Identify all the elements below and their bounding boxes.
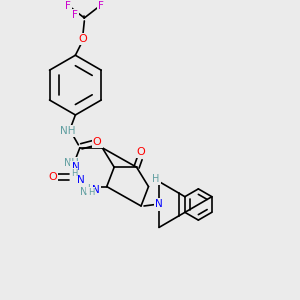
Text: NH: NH xyxy=(80,187,95,197)
Text: H: H xyxy=(88,188,94,197)
Text: O: O xyxy=(49,172,57,182)
Text: H: H xyxy=(71,169,77,178)
Text: N: N xyxy=(155,200,163,209)
Text: H: H xyxy=(87,184,94,193)
Text: NH: NH xyxy=(60,126,76,136)
Text: N: N xyxy=(77,175,85,185)
Text: O: O xyxy=(137,147,146,157)
Text: O: O xyxy=(79,34,87,44)
Text: F: F xyxy=(98,1,104,11)
Text: F: F xyxy=(65,1,71,11)
Text: F: F xyxy=(72,10,78,20)
Text: O: O xyxy=(93,137,101,147)
Text: NH: NH xyxy=(64,158,78,168)
Text: N: N xyxy=(92,184,100,195)
Text: H: H xyxy=(152,174,160,184)
Text: N: N xyxy=(71,162,79,172)
